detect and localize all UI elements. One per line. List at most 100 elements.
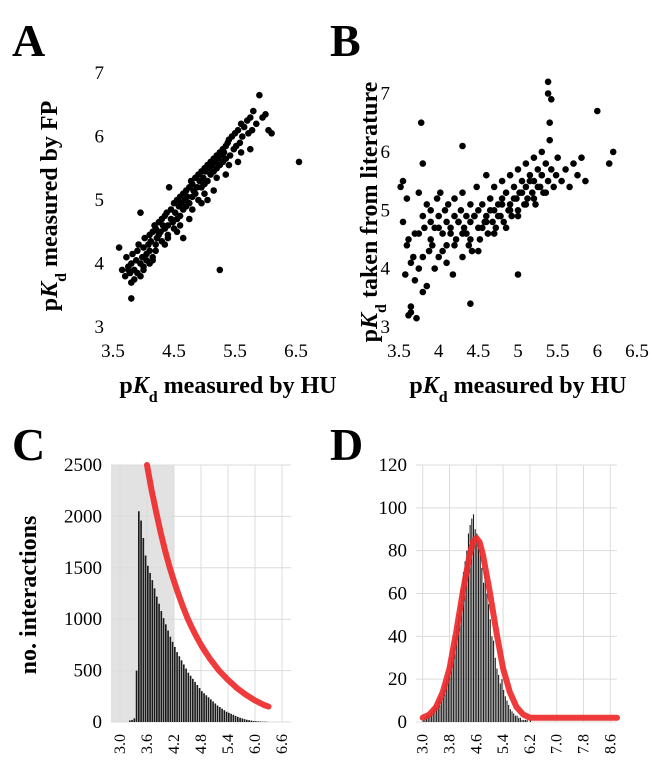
bar-c: [216, 705, 219, 722]
data-point-b: [508, 212, 515, 220]
x-tick-label-c: 5.4: [220, 734, 237, 754]
data-point-b: [410, 253, 417, 261]
data-point-b: [419, 212, 427, 220]
data-point-b: [463, 230, 470, 237]
data-point-a: [125, 266, 132, 274]
bar-d: [467, 533, 469, 722]
data-point-b: [538, 171, 546, 179]
panel-label-a: A: [12, 15, 45, 66]
data-point-b: [506, 171, 514, 179]
data-point-b: [506, 201, 514, 208]
data-point-b: [439, 247, 446, 255]
bar-d: [459, 604, 461, 722]
data-point-a: [152, 241, 159, 248]
data-point-b: [578, 154, 585, 161]
data-point-b: [467, 218, 474, 226]
y-tick-label-a: 6: [95, 127, 105, 148]
data-point-b: [423, 282, 431, 290]
data-point-b: [510, 183, 518, 191]
x-tick-label-c: 3.6: [139, 734, 156, 754]
bar-d: [523, 719, 525, 722]
data-point-a: [134, 247, 141, 255]
bar-d: [518, 717, 520, 722]
data-point-a: [262, 111, 269, 118]
bar-d: [436, 707, 438, 722]
data-point-b: [479, 201, 486, 208]
data-point-b: [534, 183, 542, 191]
data-point-b: [566, 183, 573, 191]
bar-d: [493, 640, 495, 722]
bar-c: [241, 718, 244, 722]
data-point-a: [186, 215, 193, 223]
bar-c: [248, 720, 250, 722]
data-point-b: [492, 224, 500, 232]
data-point-b: [468, 247, 476, 255]
data-point-b: [554, 154, 561, 161]
bar-c: [239, 717, 241, 722]
data-point-b: [530, 154, 538, 161]
x-tick-label-a: 6.5: [284, 341, 308, 362]
data-point-a: [250, 107, 257, 115]
data-point-b: [419, 253, 427, 261]
x-tick-label-b: 5.5: [546, 341, 570, 362]
bar-c: [178, 656, 181, 722]
data-point-b: [460, 224, 468, 232]
bar-c: [169, 636, 172, 722]
bar-d: [503, 689, 505, 723]
bar-d: [489, 619, 491, 722]
bar-d: [488, 604, 490, 722]
data-point-b: [427, 218, 435, 226]
bar-c: [196, 684, 199, 722]
y-tick-label-d: 60: [388, 584, 407, 605]
bar-c: [243, 719, 246, 722]
data-point-b: [548, 166, 555, 173]
y-tick-label-c: 2000: [64, 506, 102, 527]
bar-d: [501, 679, 503, 722]
y-tick-label-d: 120: [379, 455, 408, 476]
data-point-a: [220, 149, 228, 156]
data-point-b: [399, 177, 407, 185]
data-point-b: [471, 212, 478, 220]
bar-d: [483, 582, 485, 722]
data-point-a: [198, 199, 205, 207]
bar-c: [230, 713, 232, 722]
data-point-b: [506, 207, 514, 214]
data-point-b: [419, 160, 427, 167]
x-tick-label-c: 4.8: [193, 734, 210, 754]
bar-c: [189, 675, 192, 722]
data-point-a: [222, 171, 230, 178]
bar-c: [257, 721, 259, 722]
data-point-b: [415, 189, 423, 196]
data-point-a: [239, 133, 246, 140]
data-point-b: [467, 236, 474, 243]
data-point-b: [407, 309, 415, 316]
data-point-b: [402, 271, 409, 278]
bar-c: [158, 603, 160, 722]
x-tick-label-b: 6: [593, 341, 603, 362]
data-point-b: [451, 212, 458, 220]
data-point-a: [171, 209, 179, 216]
bar-d: [484, 572, 486, 722]
bar-c: [135, 670, 138, 722]
data-point-b: [548, 96, 555, 103]
y-tick-label-c: 1500: [64, 558, 102, 579]
bar-d: [437, 700, 439, 722]
bar-d: [466, 550, 468, 722]
data-point-b: [421, 224, 428, 232]
data-point-b: [411, 277, 419, 284]
data-point-b: [455, 218, 462, 226]
bar-d: [476, 533, 478, 722]
x-axis-title-a: pKd measured by HU: [119, 373, 336, 406]
x-tick-label-b: 4: [434, 341, 444, 362]
x-tick-label-c: 4.2: [166, 734, 183, 754]
data-point-b: [443, 242, 450, 249]
panel-label-d: D: [330, 419, 363, 470]
data-point-a: [161, 241, 169, 248]
bar-c: [129, 720, 131, 722]
bar-d: [434, 704, 436, 722]
data-point-b: [475, 207, 482, 214]
data-point-a: [189, 180, 196, 188]
y-tick-label-c: 500: [74, 661, 103, 682]
bar-d: [519, 717, 521, 722]
data-point-a: [240, 123, 248, 131]
